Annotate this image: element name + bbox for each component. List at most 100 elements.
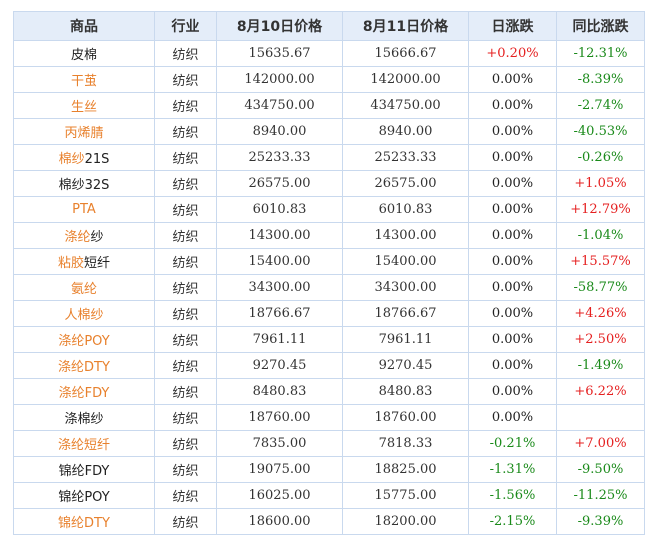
table-row: 人棉纱 纺织 18766.67 18766.67 0.00% +4.26% (13, 300, 645, 327)
commodity-cell[interactable]: 涤纶FDY (13, 378, 155, 405)
commodity-name[interactable]: 涤纶FDY (58, 386, 110, 401)
price-table: 商品 行业 8月10日价格 8月11日价格 日涨跌 同比涨跌 皮棉 纺织 15635… (13, 11, 645, 535)
daily-change-cell: 0.00% (468, 300, 557, 327)
commodity-cell[interactable]: 氨纶 (13, 274, 155, 301)
commodity-cell[interactable]: 人棉纱 (13, 300, 155, 327)
table-row: 涤纶POY 纺织 7961.11 7961.11 0.00% +2.50% (13, 326, 645, 353)
commodity-name[interactable]: 人棉纱 (64, 308, 104, 323)
table-row: 锦纶DTY 纺织 18600.00 18200.00 -2.15% -9.39% (13, 508, 645, 535)
price-aug11-cell: 434750.00 (342, 92, 469, 119)
yoy-change-cell: -8.39% (556, 66, 645, 93)
table-row: 涤纶短纤 纺织 7835.00 7818.33 -0.21% +7.00% (13, 430, 645, 457)
yoy-change-cell: -1.49% (556, 352, 645, 379)
price-aug10-cell: 9270.45 (216, 352, 343, 379)
daily-change-cell: -0.21% (468, 430, 557, 457)
price-aug11-cell: 18760.00 (342, 404, 469, 431)
yoy-change-cell: +15.57% (556, 248, 645, 275)
table-body: 皮棉 纺织 15635.67 15666.67 +0.20% -12.31% 干茧 纺织 142… (13, 40, 645, 535)
commodity-name[interactable]: 锦纶DTY (58, 516, 110, 531)
commodity-cell[interactable]: 棉纱21S (13, 144, 155, 171)
commodity-cell[interactable]: 生丝 (13, 92, 155, 119)
price-aug11-cell: 7961.11 (342, 326, 469, 353)
commodity-name[interactable]: 丙烯腈 (64, 126, 104, 141)
price-aug10-cell: 18760.00 (216, 404, 343, 431)
daily-change-cell: 0.00% (468, 404, 557, 431)
yoy-change-cell: -11.25% (556, 482, 645, 509)
price-aug11-cell: 15400.00 (342, 248, 469, 275)
yoy-change-cell: +7.00% (556, 430, 645, 457)
yoy-change-cell: -9.50% (556, 456, 645, 483)
commodity-name[interactable]: 涤纶DTY (58, 360, 110, 375)
yoy-change-cell: -1.04% (556, 222, 645, 249)
commodity-name: 涤棉纱 (64, 412, 104, 427)
commodity-name[interactable]: 粘胶 (57, 256, 84, 271)
industry-cell: 纺织 (154, 508, 217, 535)
price-aug10-cell: 15635.67 (216, 40, 343, 67)
daily-change-cell: 0.00% (468, 144, 557, 171)
table-row: 涤纶纱 纺织 14300.00 14300.00 0.00% -1.04% (13, 222, 645, 249)
commodity-cell[interactable]: 涤纶DTY (13, 352, 155, 379)
daily-change-cell: 0.00% (468, 352, 557, 379)
daily-change-cell: 0.00% (468, 66, 557, 93)
price-aug11-cell: 18766.67 (342, 300, 469, 327)
commodity-cell[interactable]: 粘胶短纤 (13, 248, 155, 275)
yoy-change-cell: -40.53% (556, 118, 645, 145)
commodity-cell[interactable]: 锦纶DTY (13, 508, 155, 535)
table-row: PTA 纺织 6010.83 6010.83 0.00% +12.79% (13, 196, 645, 223)
industry-cell: 纺织 (154, 92, 217, 119)
commodity-cell[interactable]: PTA (13, 196, 155, 223)
price-aug10-cell: 25233.33 (216, 144, 343, 171)
table-row: 锦纶POY 纺织 16025.00 15775.00 -1.56% -11.25% (13, 482, 645, 509)
commodity-cell: 锦纶FDY (13, 456, 155, 483)
commodity-cell[interactable]: 涤纶POY (13, 326, 155, 353)
header-industry: 行业 (154, 11, 217, 41)
commodity-cell[interactable]: 干茧 (13, 66, 155, 93)
price-aug10-cell: 14300.00 (216, 222, 343, 249)
price-aug11-cell: 7818.33 (342, 430, 469, 457)
commodity-name[interactable]: PTA (72, 202, 96, 217)
price-aug11-cell: 14300.00 (342, 222, 469, 249)
commodity-name[interactable]: 涤纶 (64, 230, 91, 245)
table-row: 涤棉纱 纺织 18760.00 18760.00 0.00% (13, 404, 645, 431)
price-aug10-cell: 18766.67 (216, 300, 343, 327)
industry-cell: 纺织 (154, 456, 217, 483)
price-aug11-cell: 18200.00 (342, 508, 469, 535)
industry-cell: 纺织 (154, 274, 217, 301)
industry-cell: 纺织 (154, 144, 217, 171)
commodity-cell: 涤棉纱 (13, 404, 155, 431)
price-aug10-cell: 7835.00 (216, 430, 343, 457)
commodity-name[interactable]: 生丝 (70, 100, 97, 115)
commodity-cell[interactable]: 丙烯腈 (13, 118, 155, 145)
commodity-cell: 皮棉 (13, 40, 155, 67)
commodity-name[interactable]: 涤纶短纤 (57, 438, 110, 453)
commodity-cell[interactable]: 涤纶纱 (13, 222, 155, 249)
price-aug11-cell: 25233.33 (342, 144, 469, 171)
industry-cell: 纺织 (154, 352, 217, 379)
daily-change-cell: +0.20% (468, 40, 557, 67)
industry-cell: 纺织 (154, 222, 217, 249)
industry-cell: 纺织 (154, 300, 217, 327)
table-row: 棉纱21S 纺织 25233.33 25233.33 0.00% -0.26% (13, 144, 645, 171)
yoy-change-cell: +6.22% (556, 378, 645, 405)
industry-cell: 纺织 (154, 248, 217, 275)
daily-change-cell: 0.00% (468, 378, 557, 405)
price-aug10-cell: 142000.00 (216, 66, 343, 93)
price-aug10-cell: 6010.83 (216, 196, 343, 223)
daily-change-cell: 0.00% (468, 326, 557, 353)
table-row: 棉纱32S 纺织 26575.00 26575.00 0.00% +1.05% (13, 170, 645, 197)
commodity-cell[interactable]: 涤纶短纤 (13, 430, 155, 457)
price-aug10-cell: 8480.83 (216, 378, 343, 405)
table-header-row: 商品 行业 8月10日价格 8月11日价格 日涨跌 同比涨跌 (13, 11, 645, 41)
commodity-name[interactable]: 氨纶 (70, 282, 97, 297)
daily-change-cell: -2.15% (468, 508, 557, 535)
price-aug10-cell: 16025.00 (216, 482, 343, 509)
table-row: 丙烯腈 纺织 8940.00 8940.00 0.00% -40.53% (13, 118, 645, 145)
commodity-name[interactable]: 涤纶POY (58, 334, 110, 349)
table-row: 粘胶短纤 纺织 15400.00 15400.00 0.00% +15.57% (13, 248, 645, 275)
industry-cell: 纺织 (154, 40, 217, 67)
commodity-name[interactable]: 棉纱 (58, 152, 85, 167)
commodity-name: 棉纱32S (58, 178, 110, 193)
daily-change-cell: 0.00% (468, 274, 557, 301)
commodity-name: 皮棉 (70, 48, 97, 63)
commodity-name[interactable]: 干茧 (70, 74, 97, 89)
